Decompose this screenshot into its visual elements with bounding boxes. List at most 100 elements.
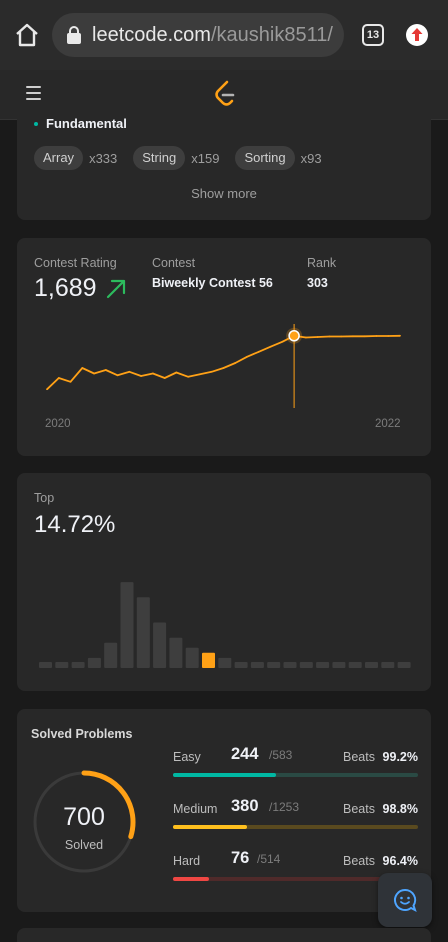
solved-total-label: Solved: [64, 838, 104, 852]
lock-icon: [67, 26, 81, 44]
histogram-bar: [250, 662, 264, 668]
skill-tag-string[interactable]: String: [133, 146, 186, 170]
histogram-bar: [234, 662, 248, 668]
difficulty-row-hard: Hard 76 /514 Beats 96.4%: [173, 849, 418, 887]
top-percent-value: 14.72%: [34, 511, 116, 538]
rating-chart[interactable]: [17, 308, 431, 408]
update-icon[interactable]: [405, 23, 429, 47]
difficulty-bar-track: [173, 877, 418, 881]
menu-icon[interactable]: [26, 86, 41, 102]
rating-point: [81, 367, 84, 369]
skill-tag-list: Array x333 String x159 Sorting x93: [34, 146, 338, 170]
rating-point: [234, 362, 237, 364]
histogram-bar: [136, 597, 150, 668]
histogram-bar: [104, 642, 118, 668]
difficulty-bar-fill: [173, 877, 210, 881]
histogram-bar: [71, 662, 85, 668]
rating-point: [210, 370, 213, 373]
rating-point: [269, 345, 272, 348]
histogram-bar: [397, 662, 411, 668]
skill-tag-count: x93: [300, 150, 322, 166]
difficulty-bar-fill: [173, 773, 276, 777]
browser-toolbar: leetcode.com/kaushik8511/ 13: [0, 0, 448, 70]
difficulty-name: Medium: [173, 802, 218, 816]
end-year-label: 2022: [375, 418, 401, 430]
skills-card: Fundamental Array x333 String x159 Sorti…: [17, 110, 431, 220]
top-label: Top: [34, 491, 55, 505]
skill-tag-count: x333: [89, 150, 118, 166]
skill-level-label: Fundamental: [34, 116, 127, 131]
rating-point: [316, 336, 319, 338]
rating-point: [387, 335, 390, 337]
feedback-chat-button[interactable]: [378, 873, 432, 927]
address-bar[interactable]: leetcode.com/kaushik8511/: [52, 13, 344, 57]
skill-tag-sorting[interactable]: Sorting: [235, 146, 295, 170]
solved-progress-ring: [33, 770, 136, 873]
rating-point: [46, 388, 48, 391]
solved-problems-card: Solved Problems 700 Solved Easy 244 /583…: [17, 709, 431, 912]
tab-switcher-button[interactable]: 13: [362, 24, 384, 46]
histogram-bar: [267, 662, 281, 668]
difficulty-total: /583: [269, 748, 293, 762]
rank-value: 303: [307, 276, 328, 290]
histogram-bar: [316, 662, 330, 668]
rating-point: [328, 335, 331, 338]
difficulty-bar-track: [173, 825, 418, 829]
leetcode-logo-icon[interactable]: [213, 80, 237, 108]
trend-up-icon: [106, 279, 125, 298]
beats-label: Beats: [343, 854, 375, 868]
histogram-bar: [169, 637, 183, 668]
contest-rating-label: Contest Rating: [34, 256, 117, 270]
rating-point: [93, 372, 95, 375]
skill-tag-array[interactable]: Array: [34, 146, 84, 170]
difficulty-name: Easy: [173, 750, 201, 764]
histogram-bar: [283, 662, 297, 668]
skill-tag-count: x159: [191, 150, 220, 166]
difficulty-solved: 380: [231, 797, 259, 815]
difficulty-total: /514: [257, 852, 281, 866]
level-dot: [34, 121, 38, 126]
contest-name: Biweekly Contest 56: [152, 276, 273, 290]
difficulty-name: Hard: [173, 854, 201, 868]
histogram-bar: [365, 662, 378, 668]
rating-point: [222, 367, 225, 369]
rating-point: [163, 377, 166, 379]
rating-point-selected: [288, 330, 300, 342]
rating-point: [152, 372, 154, 375]
histogram-bar: [332, 662, 346, 668]
histogram-bar: [185, 647, 199, 668]
rating-point: [340, 335, 343, 338]
percentile-histogram[interactable]: [17, 569, 431, 671]
rating-point: [57, 377, 60, 379]
rating-point: [116, 374, 119, 377]
start-year-label: 2020: [45, 418, 71, 430]
difficulty-bar-track: [173, 773, 418, 777]
solved-problems-title: Solved Problems: [31, 727, 133, 741]
contest-rating-value: 1,689: [34, 274, 127, 303]
beats-value: 99.2%: [382, 750, 418, 764]
rating-point: [304, 336, 307, 339]
rating-point: [363, 335, 366, 338]
rating-point: [375, 335, 378, 337]
beats-label: Beats: [343, 750, 375, 764]
rating-point: [175, 371, 178, 374]
difficulty-total: /1253: [269, 800, 300, 814]
solved-total-value: 700: [63, 803, 105, 831]
histogram-bar: [39, 662, 52, 668]
next-card: [17, 928, 431, 942]
rating-point: [281, 340, 284, 343]
histogram-bar: [381, 662, 395, 668]
top-percentile-card: Top 14.72%: [17, 473, 431, 691]
rank-label: Rank: [307, 256, 337, 270]
histogram-bar: [120, 582, 134, 668]
url-path: /kaushik8511/: [210, 23, 333, 46]
show-more-button[interactable]: Show more: [191, 186, 257, 201]
rating-point: [128, 370, 131, 373]
histogram-bar-current: [202, 652, 215, 668]
histogram-bar: [218, 657, 232, 668]
contest-label: Contest: [152, 256, 196, 270]
rating-line: [46, 334, 401, 390]
home-icon[interactable]: [14, 22, 40, 48]
histogram-bar: [87, 657, 101, 668]
beats-value: 98.8%: [382, 802, 418, 816]
